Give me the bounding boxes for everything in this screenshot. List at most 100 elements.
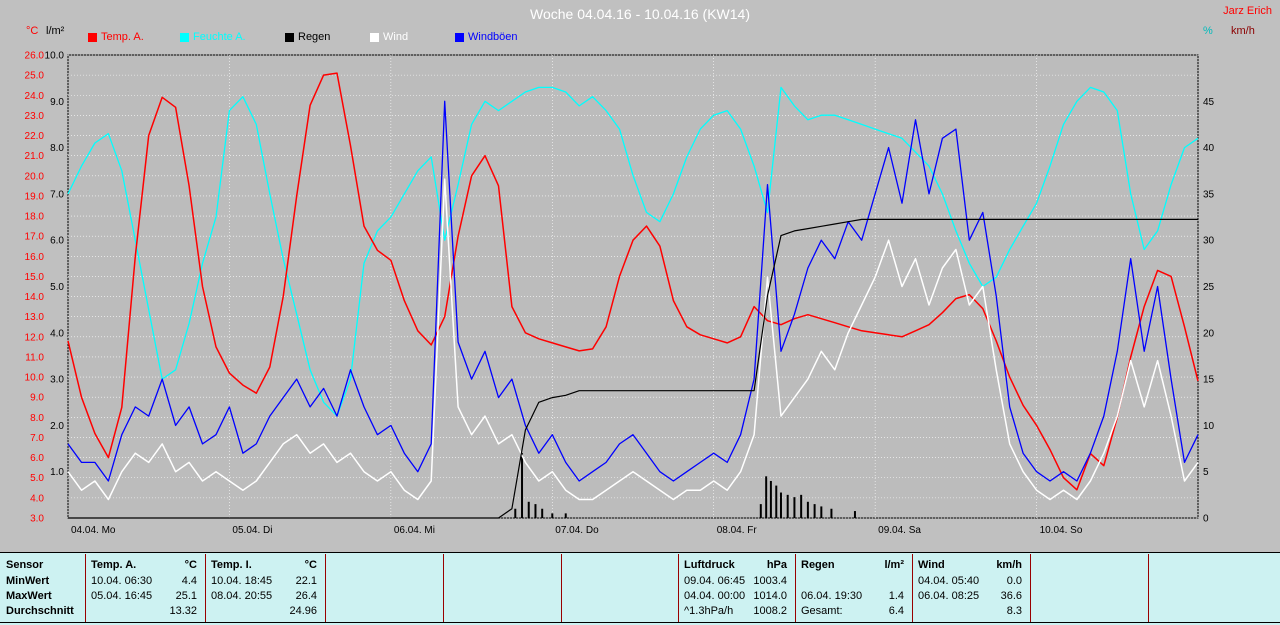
wind-axis-tick: 20 bbox=[1203, 328, 1215, 339]
legend-color-swatch bbox=[370, 32, 379, 42]
legend-item-temp-a-: Temp. A. bbox=[88, 31, 144, 43]
x-axis-day-label: 09.04. Sa bbox=[878, 525, 921, 536]
legend-item-wind: Wind bbox=[370, 31, 408, 43]
legend-color-swatch bbox=[285, 32, 294, 42]
x-axis-day-label: 05.04. Di bbox=[232, 525, 272, 536]
stat-cell: 8.3 bbox=[1006, 605, 1022, 617]
stat-column-header: Luftdruck hPa bbox=[684, 559, 787, 571]
wind-axis-tick: 5 bbox=[1203, 467, 1209, 478]
statistics-table: Sensor MinWert MaxWert Durchschnitt Temp. A.… bbox=[0, 552, 1280, 625]
x-axis-day-label: 04.04. Mo bbox=[71, 525, 116, 536]
series-feuchte_a bbox=[67, 86, 1199, 417]
table-column-separator bbox=[678, 554, 679, 622]
stat-cell: 04.04. 05:40 0.0 bbox=[918, 575, 1022, 587]
legend-label: Regen bbox=[298, 31, 331, 43]
temp-axis-tick: 25.0 bbox=[25, 71, 45, 82]
stat-cell: 08.04. 20:55 26.4 bbox=[211, 590, 317, 602]
table-column-separator bbox=[795, 554, 796, 622]
table-column-separator bbox=[1148, 554, 1149, 622]
temp-axis-tick: 8.0 bbox=[30, 413, 44, 424]
stat-column-header: Temp. A. °C bbox=[91, 559, 197, 571]
series-temp_a bbox=[67, 72, 1199, 491]
table-row-label: MinWert bbox=[6, 575, 50, 587]
legend-label: Wind bbox=[383, 31, 409, 43]
rain-axis-tick: 3.0 bbox=[50, 375, 64, 386]
rain-axis-tick: 4.0 bbox=[50, 328, 64, 339]
table-column-separator bbox=[443, 554, 444, 622]
x-axis-day-label: 10.04. So bbox=[1040, 525, 1083, 536]
table-row-label: Sensor bbox=[6, 559, 44, 571]
temp-axis-tick: 15.0 bbox=[25, 272, 45, 283]
stat-cell: 10.04. 06:30 4.4 bbox=[91, 575, 197, 587]
legend-label: Feuchte A. bbox=[193, 31, 246, 43]
legend-label: Temp. A. bbox=[101, 31, 144, 43]
temp-axis-tick: 14.0 bbox=[25, 292, 45, 303]
legend-color-swatch bbox=[455, 32, 464, 42]
series-wind bbox=[67, 178, 1199, 501]
stat-column-header: Wind km/h bbox=[918, 559, 1022, 571]
table-row-label: Durchschnitt bbox=[6, 605, 74, 617]
temp-axis-tick: 10.0 bbox=[25, 373, 45, 384]
stat-cell: ^1.3hPa/h 1008.2 bbox=[684, 605, 787, 617]
rain-axis-tick: 8.0 bbox=[50, 143, 64, 154]
temp-axis-tick: 5.0 bbox=[30, 473, 44, 484]
stat-cell: 06.04. 19:30 1.4 bbox=[801, 590, 904, 602]
table-column-separator bbox=[912, 554, 913, 622]
page-title: Woche 04.04.16 - 10.04.16 (KW14) bbox=[530, 6, 750, 22]
legend-item-windb-en: Windböen bbox=[455, 31, 518, 43]
temp-axis-tick: 13.0 bbox=[25, 312, 45, 323]
legend-item-feuchte-a-: Feuchte A. bbox=[180, 31, 246, 43]
weather-chart: 26.0 25.0 24.0 23.0 22.0 21.0 20.0 19.0 18.0 17.0… bbox=[25, 51, 1215, 537]
temp-axis-tick: 4.0 bbox=[30, 493, 44, 504]
rain-axis-tick: 7.0 bbox=[50, 189, 64, 200]
wind-axis-tick: 25 bbox=[1203, 282, 1215, 293]
wind-axis-tick: 45 bbox=[1203, 97, 1215, 108]
wind-axis-tick: 30 bbox=[1203, 236, 1215, 247]
stat-cell: 09.04. 06:45 1003.4 bbox=[684, 575, 787, 587]
table-column-separator bbox=[561, 554, 562, 622]
rain-axis-tick: 10.0 bbox=[45, 51, 65, 62]
left-axis-unit-celsius: °C bbox=[26, 25, 39, 37]
stat-cell: 04.04. 00:00 1014.0 bbox=[684, 590, 787, 602]
temp-axis-tick: 6.0 bbox=[30, 453, 44, 464]
temp-axis-tick: 16.0 bbox=[25, 252, 45, 263]
temp-axis-tick: 26.0 bbox=[25, 51, 45, 62]
rain-axis-tick: 5.0 bbox=[50, 282, 64, 293]
series-regen bbox=[68, 218, 1198, 519]
table-column-separator bbox=[85, 554, 86, 622]
stat-cell: 10.04. 18:45 22.1 bbox=[211, 575, 317, 587]
temp-axis-tick: 3.0 bbox=[30, 514, 44, 525]
legend-label: Windböen bbox=[468, 31, 518, 43]
stat-column-header: Temp. I. °C bbox=[211, 559, 317, 571]
rain-axis-tick: 9.0 bbox=[50, 97, 64, 108]
stat-cell: Gesamt: 6.4 bbox=[801, 605, 904, 617]
stat-cell: 06.04. 08:25 36.6 bbox=[918, 590, 1022, 602]
temp-axis-tick: 21.0 bbox=[25, 151, 45, 162]
table-column-separator bbox=[205, 554, 206, 622]
rain-axis-tick: 6.0 bbox=[50, 236, 64, 247]
right-axis-unit-percent: % bbox=[1203, 25, 1213, 37]
x-axis-day-label: 08.04. Fr bbox=[717, 525, 758, 536]
temp-axis-tick: 12.0 bbox=[25, 332, 45, 343]
temp-axis-tick: 19.0 bbox=[25, 191, 45, 202]
left-axis-unit-liters: l/m² bbox=[46, 25, 65, 37]
table-row-label: MaxWert bbox=[6, 590, 52, 602]
temp-axis-tick: 24.0 bbox=[25, 91, 45, 102]
temp-axis-tick: 17.0 bbox=[25, 232, 45, 243]
right-axis-unit-kmh: km/h bbox=[1231, 25, 1255, 37]
temp-axis-tick: 18.0 bbox=[25, 212, 45, 223]
table-column-separator bbox=[1030, 554, 1031, 622]
legend: Temp. A. Feuchte A. Regen Wind Windböen bbox=[88, 31, 688, 45]
table-bottom-border bbox=[0, 622, 1280, 623]
rain-axis-tick: 2.0 bbox=[50, 421, 64, 432]
stat-cell: 05.04. 16:45 25.1 bbox=[91, 590, 197, 602]
x-axis-day-label: 06.04. Mi bbox=[394, 525, 435, 536]
wind-axis-tick: 35 bbox=[1203, 189, 1215, 200]
series-windboeen bbox=[67, 100, 1199, 482]
watermark-author: Jarz Erich bbox=[1223, 5, 1272, 17]
wind-axis-tick: 15 bbox=[1203, 375, 1215, 386]
legend-item-regen: Regen bbox=[285, 31, 330, 43]
x-axis-day-label: 07.04. Do bbox=[555, 525, 599, 536]
stat-column-header: Regen l/m² bbox=[801, 559, 904, 571]
